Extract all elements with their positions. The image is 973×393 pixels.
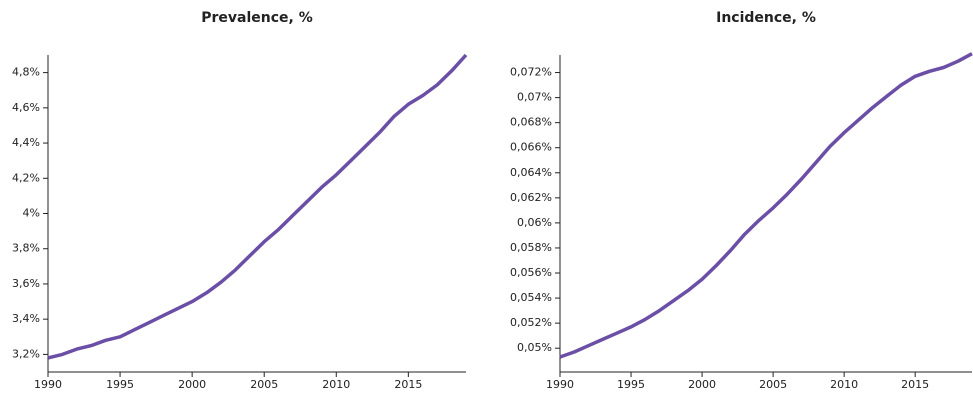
y-tick-label: 4%: [23, 207, 40, 220]
y-tick-label: 0,05%: [517, 341, 552, 354]
data-line: [47, 53, 468, 360]
y-tick-label: 4,6%: [12, 101, 40, 114]
x-tick-label: 1990: [546, 378, 574, 391]
y-tick-label: 0,066%: [510, 141, 552, 154]
y-tick-label: 0,062%: [510, 191, 552, 204]
x-tick-label: 2000: [688, 378, 716, 391]
x-tick-label: 1995: [106, 378, 134, 391]
y-tick-label: 4,4%: [12, 136, 40, 149]
x-tick-label: 2000: [178, 378, 206, 391]
y-tick-label: 0,072%: [510, 66, 552, 79]
y-tick-label: 3,4%: [12, 312, 40, 325]
y-tick-label: 3,2%: [12, 347, 40, 360]
x-tick-label: 2010: [322, 378, 350, 391]
y-tick-label: 4,2%: [12, 171, 40, 184]
y-tick-label: 0,06%: [517, 216, 552, 229]
y-tick-label: 0,064%: [510, 166, 552, 179]
y-tick-label: 0,056%: [510, 266, 552, 279]
x-tick-label: 1990: [34, 378, 62, 391]
y-tick-label: 0,058%: [510, 241, 552, 254]
y-tick-label: 4,8%: [12, 66, 40, 79]
y-tick-label: 0,068%: [510, 116, 552, 129]
chart-title: Incidence, %: [716, 10, 816, 26]
y-tick-label: 0,052%: [510, 316, 552, 329]
y-tick-label: 0,054%: [510, 291, 552, 304]
y-tick-label: 3,6%: [12, 277, 40, 290]
y-tick-label: 0,07%: [517, 91, 552, 104]
data-line: [559, 52, 973, 359]
x-tick-label: 1995: [617, 378, 645, 391]
x-tick-label: 2015: [901, 378, 929, 391]
x-tick-label: 2015: [394, 378, 422, 391]
x-tick-label: 2010: [830, 378, 858, 391]
chart-title: Prevalence, %: [201, 10, 313, 26]
x-tick-label: 2005: [250, 378, 278, 391]
x-tick-label: 2005: [759, 378, 787, 391]
y-tick-label: 3,8%: [12, 242, 40, 255]
